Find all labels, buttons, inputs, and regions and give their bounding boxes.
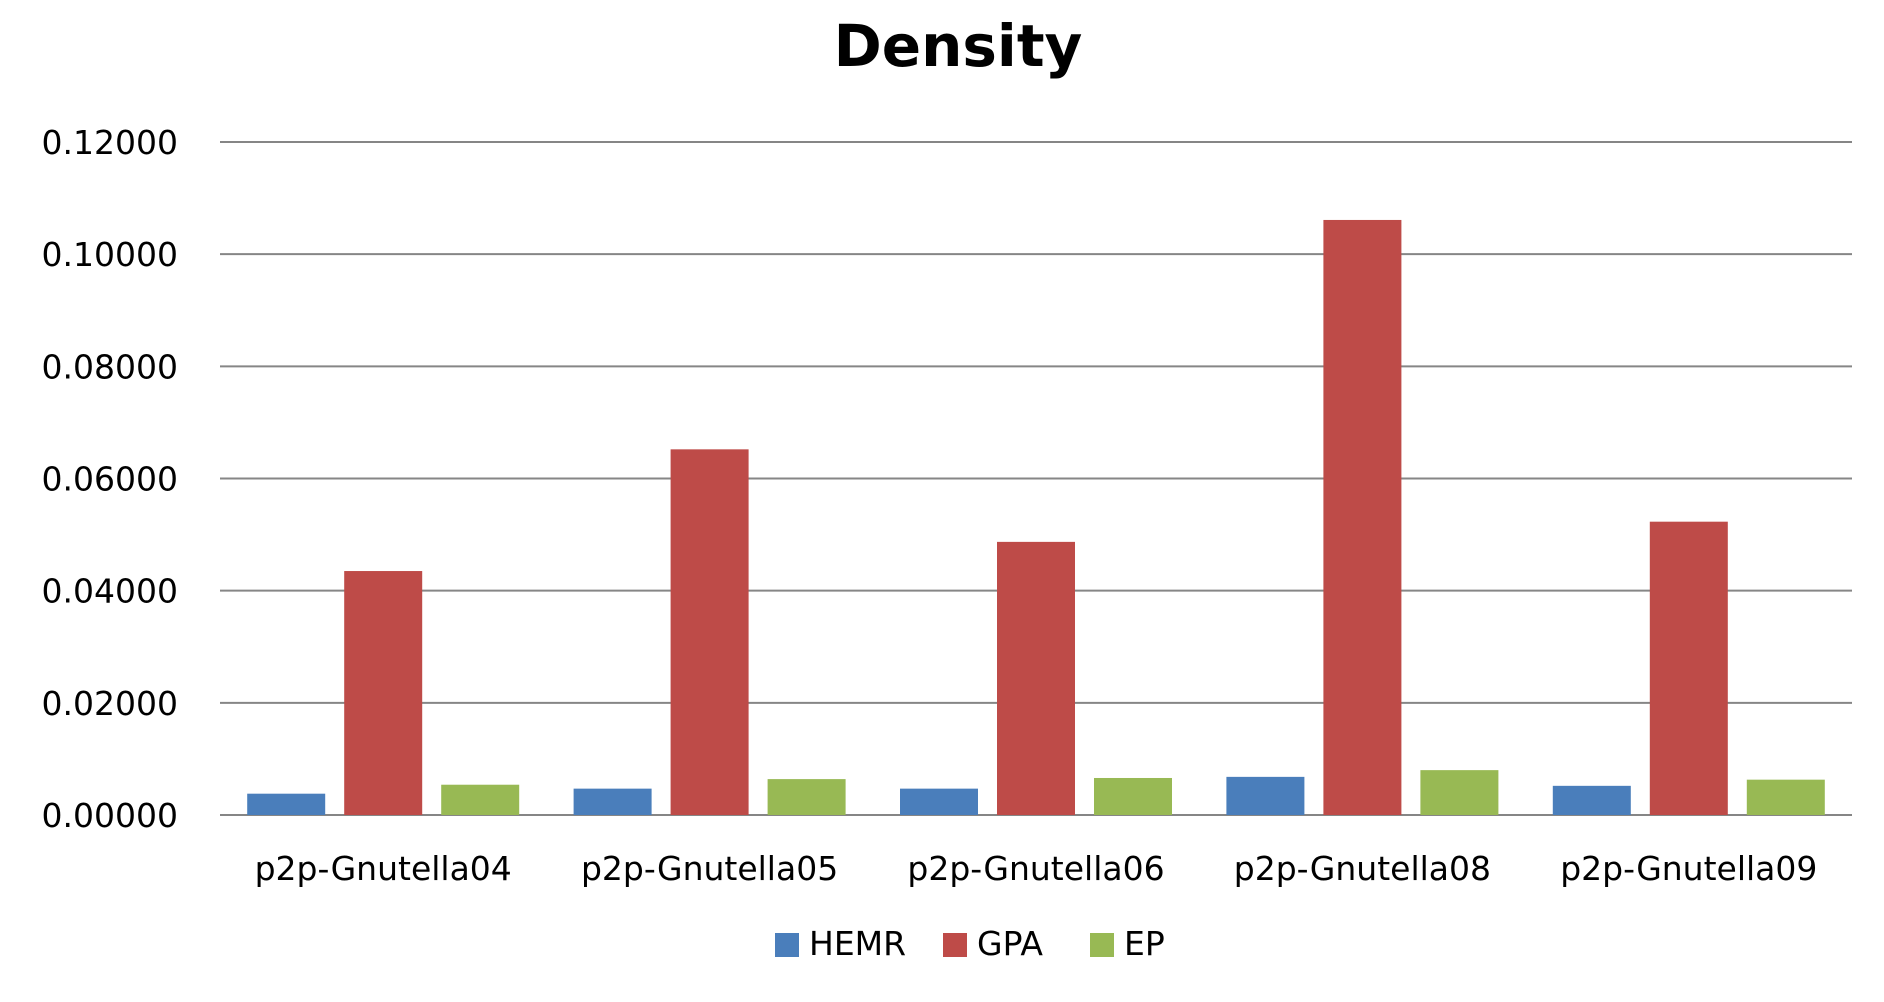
bar-hemr-p2p-gnutella06 — [900, 788, 978, 815]
legend-label-hemr: HEMR — [809, 924, 906, 963]
y-tick-label: 0.06000 — [42, 460, 178, 499]
x-tick-label: p2p-Gnutella08 — [1234, 849, 1491, 888]
legend-swatch-ep — [1090, 933, 1114, 957]
bar-ep-p2p-gnutella05 — [767, 779, 846, 815]
x-axis-ticks: p2p-Gnutella04 p2p-Gnutella05 p2p-Gnutella… — [255, 849, 1818, 888]
y-tick-label: 0.08000 — [42, 347, 178, 386]
bar-ep-p2p-gnutella06 — [1094, 777, 1172, 815]
x-tick-label: p2p-Gnutella09 — [1560, 849, 1817, 888]
bars — [247, 219, 1825, 816]
x-tick-label: p2p-Gnutella04 — [255, 849, 512, 888]
bar-hemr-p2p-gnutella04 — [247, 793, 326, 815]
chart-title: Density — [834, 12, 1083, 80]
legend-swatch-gpa — [943, 933, 967, 957]
bar-hemr-p2p-gnutella05 — [573, 788, 652, 815]
y-tick-label: 0.10000 — [42, 235, 178, 274]
bar-gpa-p2p-gnutella04 — [344, 571, 423, 815]
bar-gpa-p2p-gnutella08 — [1323, 219, 1402, 816]
y-tick-label: 0.02000 — [42, 684, 178, 723]
bar-gpa-p2p-gnutella09 — [1649, 521, 1728, 815]
legend-label-ep: EP — [1124, 924, 1165, 963]
bar-gpa-p2p-gnutella06 — [997, 541, 1075, 815]
bar-hemr-p2p-gnutella08 — [1226, 776, 1305, 815]
legend-swatch-hemr — [775, 933, 799, 957]
y-tick-label: 0.12000 — [42, 123, 178, 162]
bar-ep-p2p-gnutella04 — [441, 784, 520, 815]
legend: HEMR GPA EP — [775, 924, 1165, 963]
bar-gpa-p2p-gnutella05 — [670, 449, 749, 815]
y-tick-label: 0.00000 — [42, 796, 178, 835]
bar-ep-p2p-gnutella08 — [1420, 770, 1499, 815]
y-tick-label: 0.04000 — [42, 572, 178, 611]
y-axis-ticks: 0.00000 0.02000 0.04000 0.06000 0.08000 0.100… — [42, 123, 178, 835]
x-tick-label: p2p-Gnutella05 — [581, 849, 838, 888]
bar-ep-p2p-gnutella09 — [1746, 779, 1825, 815]
bar-hemr-p2p-gnutella09 — [1552, 785, 1631, 815]
x-tick-label: p2p-Gnutella06 — [907, 849, 1164, 888]
legend-label-gpa: GPA — [977, 924, 1043, 963]
